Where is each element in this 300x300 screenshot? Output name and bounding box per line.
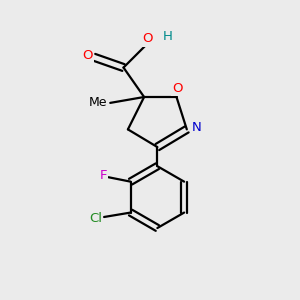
Text: O: O xyxy=(172,82,182,95)
Text: Cl: Cl xyxy=(89,212,102,225)
Text: F: F xyxy=(100,169,107,182)
Text: H: H xyxy=(163,30,172,43)
Text: N: N xyxy=(191,122,201,134)
Text: O: O xyxy=(82,49,93,62)
Text: O: O xyxy=(142,32,152,46)
Text: Me: Me xyxy=(88,96,107,110)
